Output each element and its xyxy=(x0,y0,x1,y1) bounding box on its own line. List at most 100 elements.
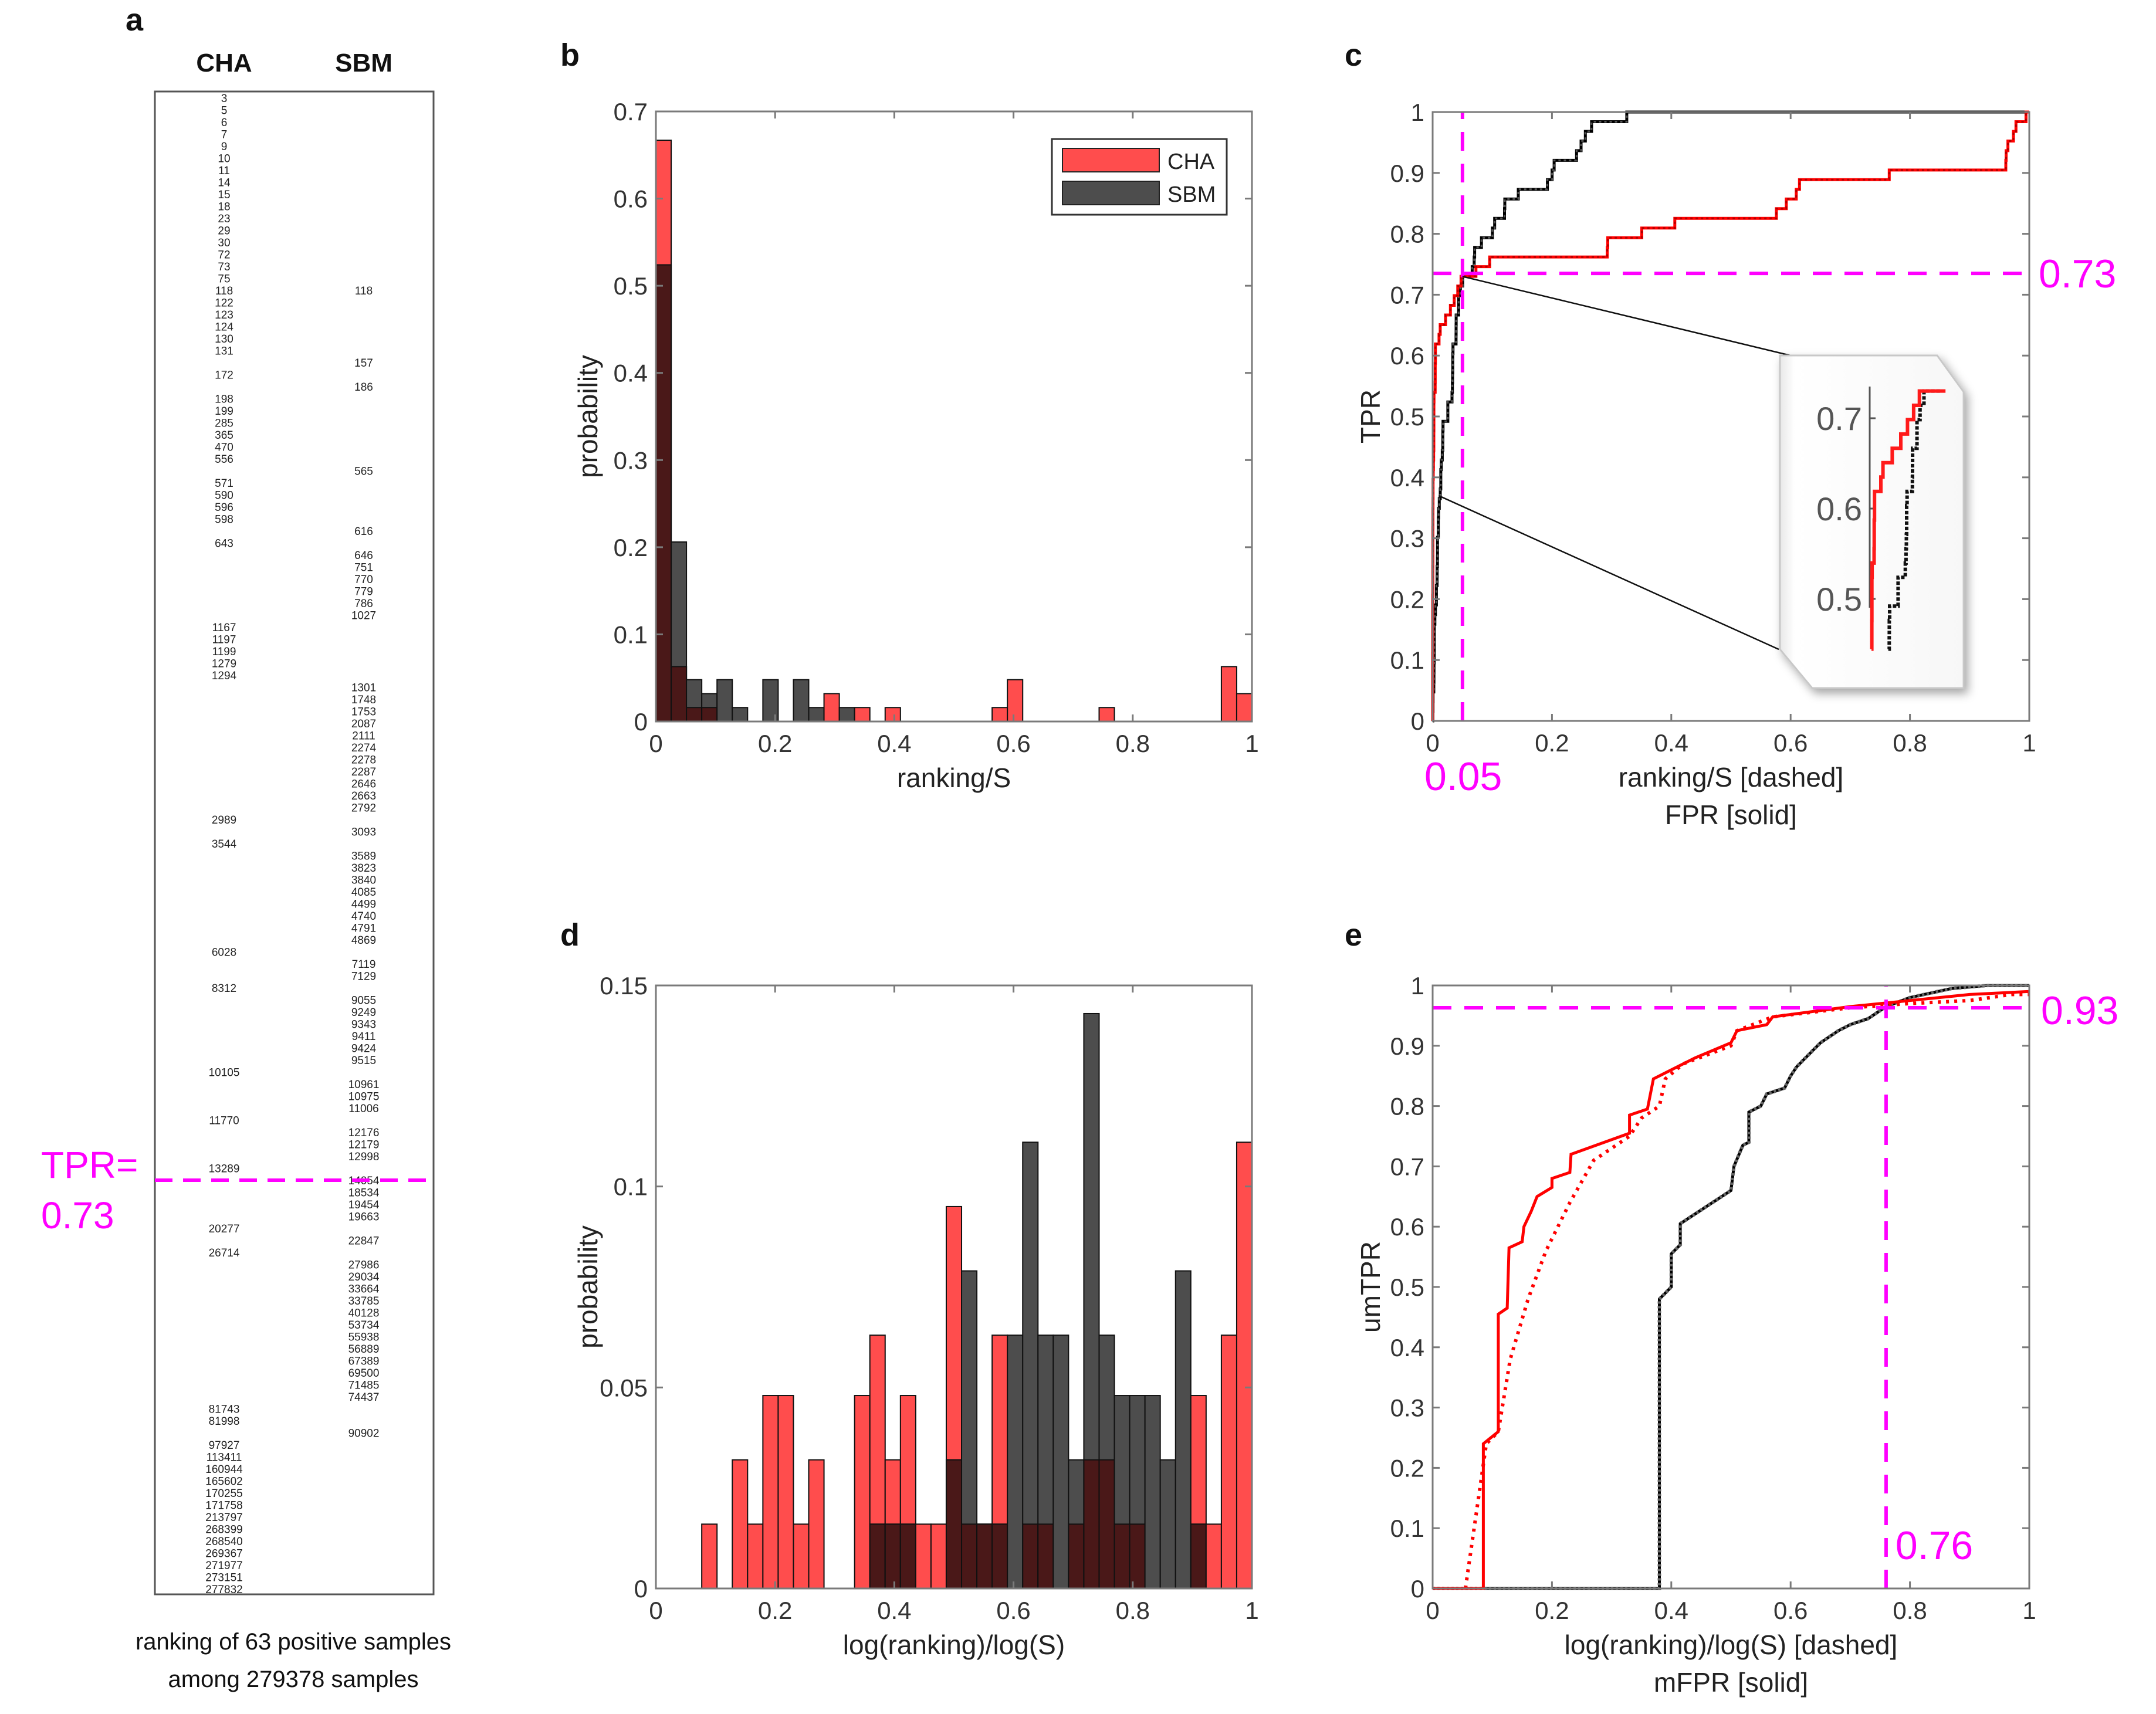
y-tick-label: 0.7 xyxy=(1390,281,1424,309)
sbm-ranking: 1753 xyxy=(351,706,376,719)
cha-ranking: 20277 xyxy=(209,1223,240,1235)
bar-cha xyxy=(1205,1523,1222,1590)
annotation-threshold-value: 0.76 xyxy=(1896,1523,1973,1568)
x-axis-label: ranking/S [dashed] xyxy=(1619,762,1844,792)
sbm-ranking: 3840 xyxy=(351,875,376,887)
cha-ranking: 131 xyxy=(215,345,233,358)
sbm-ranking: 4740 xyxy=(351,910,376,923)
y-tick-label: 0.15 xyxy=(600,972,648,1000)
cha-ranking: 470 xyxy=(215,442,233,454)
x-tick-label: 0.2 xyxy=(1535,729,1569,757)
sbm-ranking: 646 xyxy=(354,550,373,562)
y-tick-label: 0.2 xyxy=(1390,1454,1424,1482)
cha-ranking: 26714 xyxy=(209,1247,240,1259)
inset-y-tick-label: 0.6 xyxy=(1816,490,1862,527)
cha-ranking: 13289 xyxy=(209,1163,240,1176)
umroc-curve-sbm-dashed xyxy=(1433,984,2029,1590)
panel-label-c: c xyxy=(1345,38,1362,73)
bar-sbm xyxy=(1175,1270,1192,1589)
y-tick-label: 0.4 xyxy=(614,360,648,387)
bar-sbm xyxy=(1022,1141,1039,1589)
tpr-label-line1: TPR= xyxy=(41,1144,138,1186)
legend-label-sbm: SBM xyxy=(1167,182,1216,207)
sbm-ranking: 2287 xyxy=(351,766,376,778)
inset-y-tick-label: 0.7 xyxy=(1816,400,1862,437)
cha-ranking: 571 xyxy=(215,477,233,490)
cha-ranking: 5 xyxy=(221,105,228,117)
x-tick-label: 0.2 xyxy=(758,730,792,757)
cha-ranking: 75 xyxy=(218,273,230,286)
sbm-ranking: 157 xyxy=(354,357,373,370)
bar-overlap xyxy=(1129,1523,1146,1590)
bar-overlap xyxy=(1113,1523,1131,1590)
y-tick-label: 0.3 xyxy=(1390,525,1424,553)
cha-ranking: 285 xyxy=(215,418,233,430)
y-tick-label: 0.3 xyxy=(614,446,648,474)
sbm-ranking: 55938 xyxy=(348,1332,380,1344)
bar-cha xyxy=(854,1395,871,1590)
y-tick-label: 0.1 xyxy=(614,621,648,648)
cha-ranking: 11770 xyxy=(209,1115,239,1127)
sbm-ranking: 22847 xyxy=(348,1235,380,1248)
x-tick-label: 1 xyxy=(2022,729,2036,757)
cha-ranking: 271977 xyxy=(205,1560,242,1572)
x-tick-label: 0.8 xyxy=(1893,729,1927,757)
bar-overlap xyxy=(1083,1459,1100,1590)
zoom-inset: 0.7 0.6 0.5 xyxy=(1779,354,1965,689)
cha-ranking: 72 xyxy=(218,249,230,262)
panel-label-d: d xyxy=(560,917,580,953)
sbm-ranking: 4085 xyxy=(351,886,376,899)
cha-ranking: 6028 xyxy=(212,947,236,959)
sbm-ranking: 12179 xyxy=(348,1139,380,1151)
cha-ranking: 596 xyxy=(215,502,233,514)
cha-ranking: 160944 xyxy=(205,1464,243,1476)
x-axis-label: ranking/S xyxy=(897,763,1011,793)
legend-swatch-cha xyxy=(1062,148,1160,172)
y-tick-label: 0.4 xyxy=(1390,464,1424,492)
bar-sbm xyxy=(1052,1334,1069,1589)
umroc-curve-cha-solid xyxy=(1433,990,2030,1590)
y-tick-label: 0.1 xyxy=(1390,1515,1424,1542)
sbm-ranking: 12998 xyxy=(348,1151,380,1163)
y-tick-label: 0.7 xyxy=(1390,1153,1424,1180)
roc-curve-sbm-dashed xyxy=(1431,111,2029,722)
x-axis-label: log(ranking)/log(S) xyxy=(843,1630,1065,1660)
caption-line2: among 279378 samples xyxy=(168,1666,419,1692)
cha-ranking: 170255 xyxy=(205,1488,242,1500)
sbm-ranking: 1301 xyxy=(351,682,376,695)
sbm-ranking: 10961 xyxy=(348,1079,380,1091)
cha-ranking: 29 xyxy=(218,225,230,238)
annotation-umtpr-value: 0.93 xyxy=(2041,988,2118,1033)
cha-ranking: 643 xyxy=(215,538,233,550)
bar-sbm xyxy=(1007,1334,1024,1589)
roc-curve-cha-dashed xyxy=(1431,111,2029,721)
bar-overlap xyxy=(961,1523,978,1590)
bar-cha xyxy=(823,693,840,723)
inset-connector xyxy=(1462,276,1791,357)
sbm-ranking: 2792 xyxy=(351,802,376,815)
bar-sbm xyxy=(1144,1395,1161,1590)
cha-ranking: 1199 xyxy=(212,646,236,658)
cha-ranking: 165602 xyxy=(205,1476,242,1488)
bar-cha xyxy=(991,707,1008,722)
column-header-sbm: SBM xyxy=(335,49,392,77)
annotation-tpr-value: 0.73 xyxy=(2039,252,2116,296)
y-tick-label: 0.4 xyxy=(1390,1334,1424,1361)
tpr-label-line2: 0.73 xyxy=(41,1194,114,1237)
cha-ranking: 11 xyxy=(218,165,230,177)
plot-area xyxy=(1433,985,2029,1588)
axes-frame: 0 0.2 0.4 0.6 0.8 1 0 0.1 0.2 0.3 0.4 0.5 0.6 0.7 0.8 0… xyxy=(1355,972,2036,1698)
bar-cha xyxy=(701,1523,718,1590)
legend-swatch-sbm xyxy=(1062,181,1160,205)
cha-ranking: 81998 xyxy=(209,1415,240,1428)
legend-label-cha: CHA xyxy=(1167,150,1215,174)
cha-ranking: 23 xyxy=(218,213,230,225)
sbm-ranking: 186 xyxy=(354,381,373,394)
bar-cha xyxy=(777,1395,794,1590)
sbm-ranking: 33664 xyxy=(348,1283,380,1296)
sbm-ranking: 40128 xyxy=(348,1307,380,1320)
cha-ranking: 14 xyxy=(218,177,231,189)
bar-cha xyxy=(762,1395,779,1590)
sbm-ranking: 7129 xyxy=(351,971,376,983)
